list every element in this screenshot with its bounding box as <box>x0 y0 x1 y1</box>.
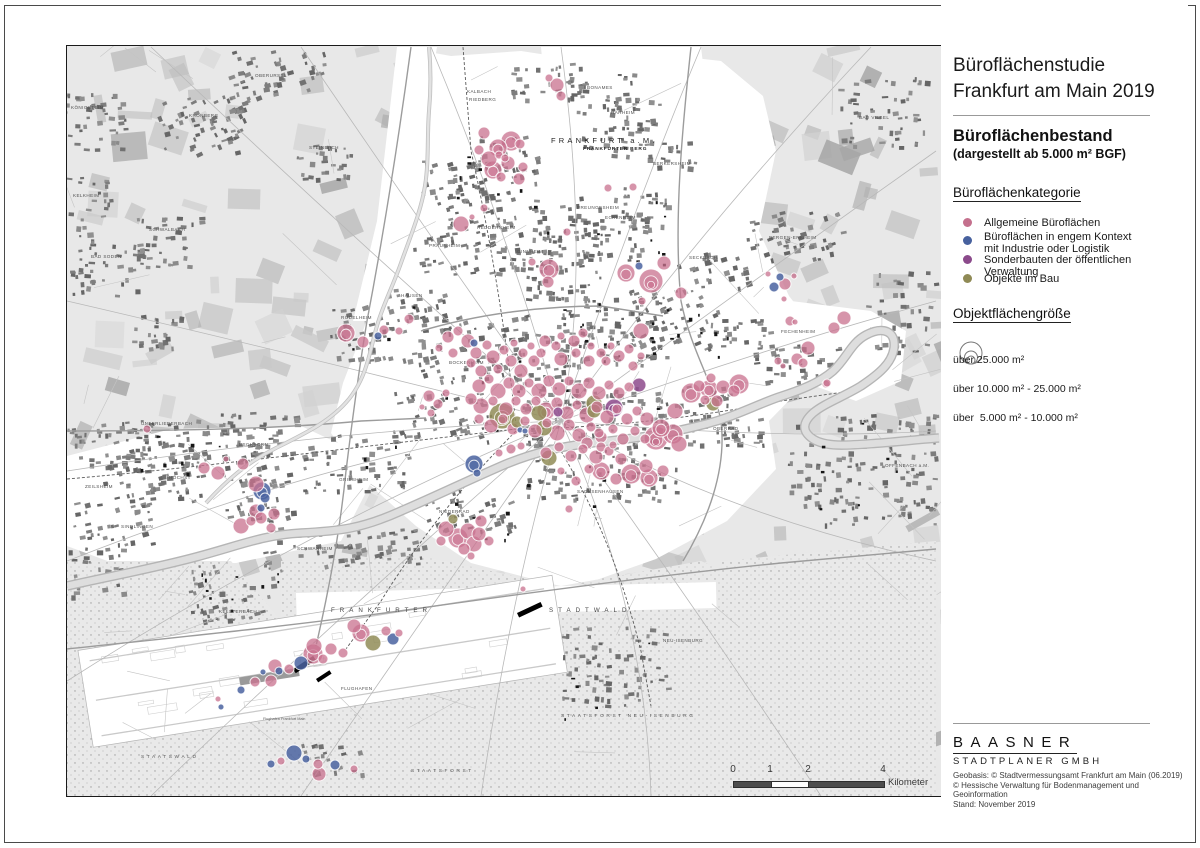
svg-text:NEU-ISENBURG: NEU-ISENBURG <box>663 638 703 643</box>
svg-text:STADTWALD: STADTWALD <box>549 607 631 614</box>
svg-text:GRIESHEIM: GRIESHEIM <box>339 477 368 482</box>
svg-text:KRONBERG: KRONBERG <box>189 113 219 118</box>
svg-text:STAATSFORST NEU-ISENBURG: STAATSFORST NEU-ISENBURG <box>561 713 696 719</box>
svg-text:FRANKFURTER BERG: FRANKFURTER BERG <box>583 146 647 152</box>
map-title-line1: Büroflächenstudie <box>953 55 1106 76</box>
firm-subtitle: STADTPLANER GMBH <box>953 756 1103 767</box>
size-label: über 10.000 m² - 25.000 m² <box>953 382 1081 395</box>
svg-text:SACHSENHAUSEN: SACHSENHAUSEN <box>577 489 624 494</box>
svg-text:FECHENHEIM: FECHENHEIM <box>781 329 815 334</box>
svg-text:FRANKFURT a.M.: FRANKFURT a.M. <box>551 136 658 145</box>
category-label: Allgemeine Büroflächen <box>984 217 1101 229</box>
category-dot-allgemein <box>963 218 972 227</box>
category-dot-bau <box>963 274 972 283</box>
firm-name: BAASNER <box>953 734 1078 754</box>
svg-text:BERKERSHEIM: BERKERSHEIM <box>653 161 691 166</box>
svg-text:RÖDELHEIM: RÖDELHEIM <box>341 314 372 320</box>
svg-text:NIEDERRAD: NIEDERRAD <box>439 509 470 514</box>
svg-text:OFFENBACH a.M.: OFFENBACH a.M. <box>885 463 929 468</box>
map-title: Büroflächenstudie Frankfurt am Main 2019 <box>953 53 1155 105</box>
svg-text:OBERURSEL: OBERURSEL <box>255 73 287 78</box>
svg-text:ESCHBORN: ESCHBORN <box>239 442 268 447</box>
svg-text:SCHWANHEIM: SCHWANHEIM <box>297 546 333 551</box>
categories-heading: Büroflächenkategorie <box>953 185 1081 202</box>
svg-text:BAD SODEN: BAD SODEN <box>91 254 122 259</box>
firm-logo: BAASNER <box>953 734 1078 754</box>
svg-text:FLUGHAFEN: FLUGHAFEN <box>341 686 372 691</box>
sizes-heading: Objektflächengröße <box>953 306 1071 323</box>
svg-text:PREUNGESHEIM: PREUNGESHEIM <box>577 205 619 210</box>
svg-text:SINDLINGEN: SINDLINGEN <box>121 524 153 529</box>
svg-text:STAATSWALD: STAATSWALD <box>141 754 199 760</box>
svg-text:BAD VILBEL: BAD VILBEL <box>859 115 889 120</box>
svg-text:BONAMES: BONAMES <box>587 85 613 90</box>
category-label-line2: mit Industrie oder Logistik <box>984 242 1110 255</box>
divider <box>953 115 1150 116</box>
map-canvas: FRANKFURT a.M.FRANKFURTER BERG KÖNIGSTEIN… <box>67 46 941 796</box>
svg-text:RIEDBERG: RIEDBERG <box>469 97 496 102</box>
svg-text:ECKENHEIM: ECKENHEIM <box>605 215 636 220</box>
section-heading: Büroflächenbestand <box>953 127 1113 145</box>
category-label: Sonderbauten der öffentlichen Verwaltung <box>984 254 1132 278</box>
size-labels: über 25.000 m² über 10.000 m² - 25.000 m… <box>953 336 1081 444</box>
credit-line: Stand: November 2019 <box>953 800 1036 810</box>
svg-text:KALBACH: KALBACH <box>467 89 491 94</box>
category-label: Objekte im Bau <box>984 273 1060 285</box>
category-label: Büroflächen in engem Kontext mit Industr… <box>984 231 1132 255</box>
section-subtitle: (dargestellt ab 5.000 m² BGF) <box>953 147 1126 161</box>
svg-text:STAATSFORST: STAATSFORST <box>411 768 474 774</box>
svg-text:BERGEN-ENKHEIM: BERGEN-ENKHEIM <box>769 235 816 240</box>
credit-line: Geobasis: © Stadtvermessungsamt Frankfur… <box>953 771 1183 780</box>
map-title-line2: Frankfurt am Main 2019 <box>953 81 1155 102</box>
credit-line: © Hessische Verwaltung für Bodenmanageme… <box>953 780 1140 800</box>
svg-text:FRANKFURTER: FRANKFURTER <box>331 607 432 614</box>
svg-text:ZEILSHEIM: ZEILSHEIM <box>85 484 113 489</box>
category-dot-sonderbauten <box>963 255 972 264</box>
svg-text:UNTERLIEDERBACH: UNTERLIEDERBACH <box>141 421 192 426</box>
map-frame: FRANKFURT a.M. FRANKFURTER BERG KÖNIGSTEIN… <box>66 45 942 797</box>
svg-text:PRAUNHEIM: PRAUNHEIM <box>429 243 460 248</box>
svg-text:HAUSEN: HAUSEN <box>401 293 423 298</box>
legend-panel: Büroflächenstudie Frankfurt am Main 2019… <box>941 5 1188 841</box>
svg-text:GINNHEIM: GINNHEIM <box>517 249 543 254</box>
divider <box>953 723 1150 724</box>
svg-text:OBERRAD: OBERRAD <box>713 426 739 431</box>
category-label-line1: Büroflächen in engem Kontext <box>984 231 1132 243</box>
svg-text:SCHWALBACH: SCHWALBACH <box>149 227 185 232</box>
size-rings-icon <box>959 341 983 365</box>
svg-text:HARHEIM: HARHEIM <box>611 110 635 115</box>
svg-text:KELKHEIM: KELKHEIM <box>73 193 99 198</box>
map-credits: Geobasis: © Stadtvermessungsamt Frankfur… <box>953 771 1188 810</box>
size-label: über 25.000 m² <box>953 353 1025 366</box>
svg-text:Flughafen Frankfurt Main: Flughafen Frankfurt Main <box>263 717 305 721</box>
svg-text:KÖNIGSTEIN: KÖNIGSTEIN <box>71 104 103 110</box>
svg-text:KELSTERBACH: KELSTERBACH <box>219 609 257 614</box>
svg-text:STEINBACH: STEINBACH <box>309 145 339 150</box>
svg-text:SECKBACH: SECKBACH <box>689 255 717 260</box>
svg-text:HÖCHST: HÖCHST <box>169 474 191 480</box>
svg-text:HEDDERNHEIM: HEDDERNHEIM <box>477 225 516 230</box>
category-dot-industrie <box>963 236 972 245</box>
size-label: über 5.000 m² - 10.000 m² <box>953 412 1078 425</box>
